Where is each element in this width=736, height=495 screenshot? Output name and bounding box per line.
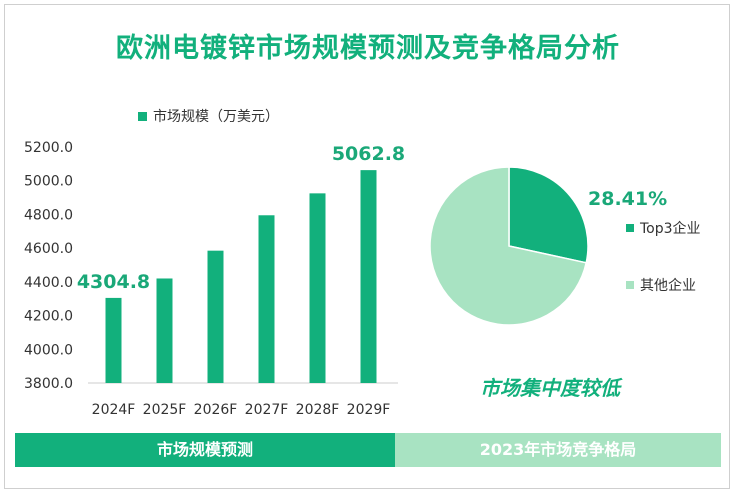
y-tick-label: 3800.0 bbox=[24, 376, 73, 392]
bar-legend-swatch bbox=[138, 112, 147, 121]
bar-data-label: 4304.8 bbox=[77, 271, 150, 293]
pie-legend-swatch bbox=[626, 281, 634, 289]
x-tick-label: 2025F bbox=[143, 402, 187, 418]
y-tick-label: 4400.0 bbox=[24, 275, 73, 291]
y-tick-label: 4800.0 bbox=[24, 207, 73, 223]
x-tick-label: 2026F bbox=[194, 402, 238, 418]
bar-data-label: 5062.8 bbox=[332, 143, 405, 165]
bar-2025F bbox=[156, 278, 173, 383]
bar-2027F bbox=[258, 215, 275, 383]
x-tick-label: 2024F bbox=[92, 402, 136, 418]
footer-right-label: 2023年市场竞争格局 bbox=[395, 433, 721, 467]
pie-slice-others bbox=[429, 166, 588, 326]
y-tick-label: 4000.0 bbox=[24, 342, 73, 358]
page-title: 欧洲电镀锌市场规模预测及竞争格局分析 bbox=[116, 33, 620, 64]
x-tick-label: 2028F bbox=[296, 402, 340, 418]
pie-caption: 市场集中度较低 bbox=[480, 376, 620, 400]
pie-data-label: 28.41% bbox=[588, 188, 667, 210]
bar-legend-label: 市场规模（万美元） bbox=[153, 108, 279, 125]
x-tick-label: 2027F bbox=[245, 402, 289, 418]
bar-2024F bbox=[105, 297, 122, 383]
bar-chart: 5200.0 5000.0 4800.0 4600.0 4400.0 4200.0 4000… bbox=[24, 140, 405, 418]
pie-legend-label: Top3企业 bbox=[639, 220, 701, 237]
footer-left-label: 市场规模预测 bbox=[15, 433, 395, 467]
y-tick-label: 4600.0 bbox=[24, 241, 73, 257]
bar-2028F bbox=[309, 193, 326, 383]
x-tick-label: 2029F bbox=[347, 402, 391, 418]
bar-2026F bbox=[207, 250, 224, 383]
pie-legend-swatch bbox=[626, 224, 634, 232]
y-tick-label: 5200.0 bbox=[24, 140, 73, 156]
bar-2029F bbox=[360, 170, 377, 383]
pie-legend-label: 其他企业 bbox=[640, 277, 696, 294]
y-tick-label: 5000.0 bbox=[24, 174, 73, 190]
pie-slice-top3 bbox=[508, 166, 589, 264]
y-tick-label: 4200.0 bbox=[24, 309, 73, 325]
